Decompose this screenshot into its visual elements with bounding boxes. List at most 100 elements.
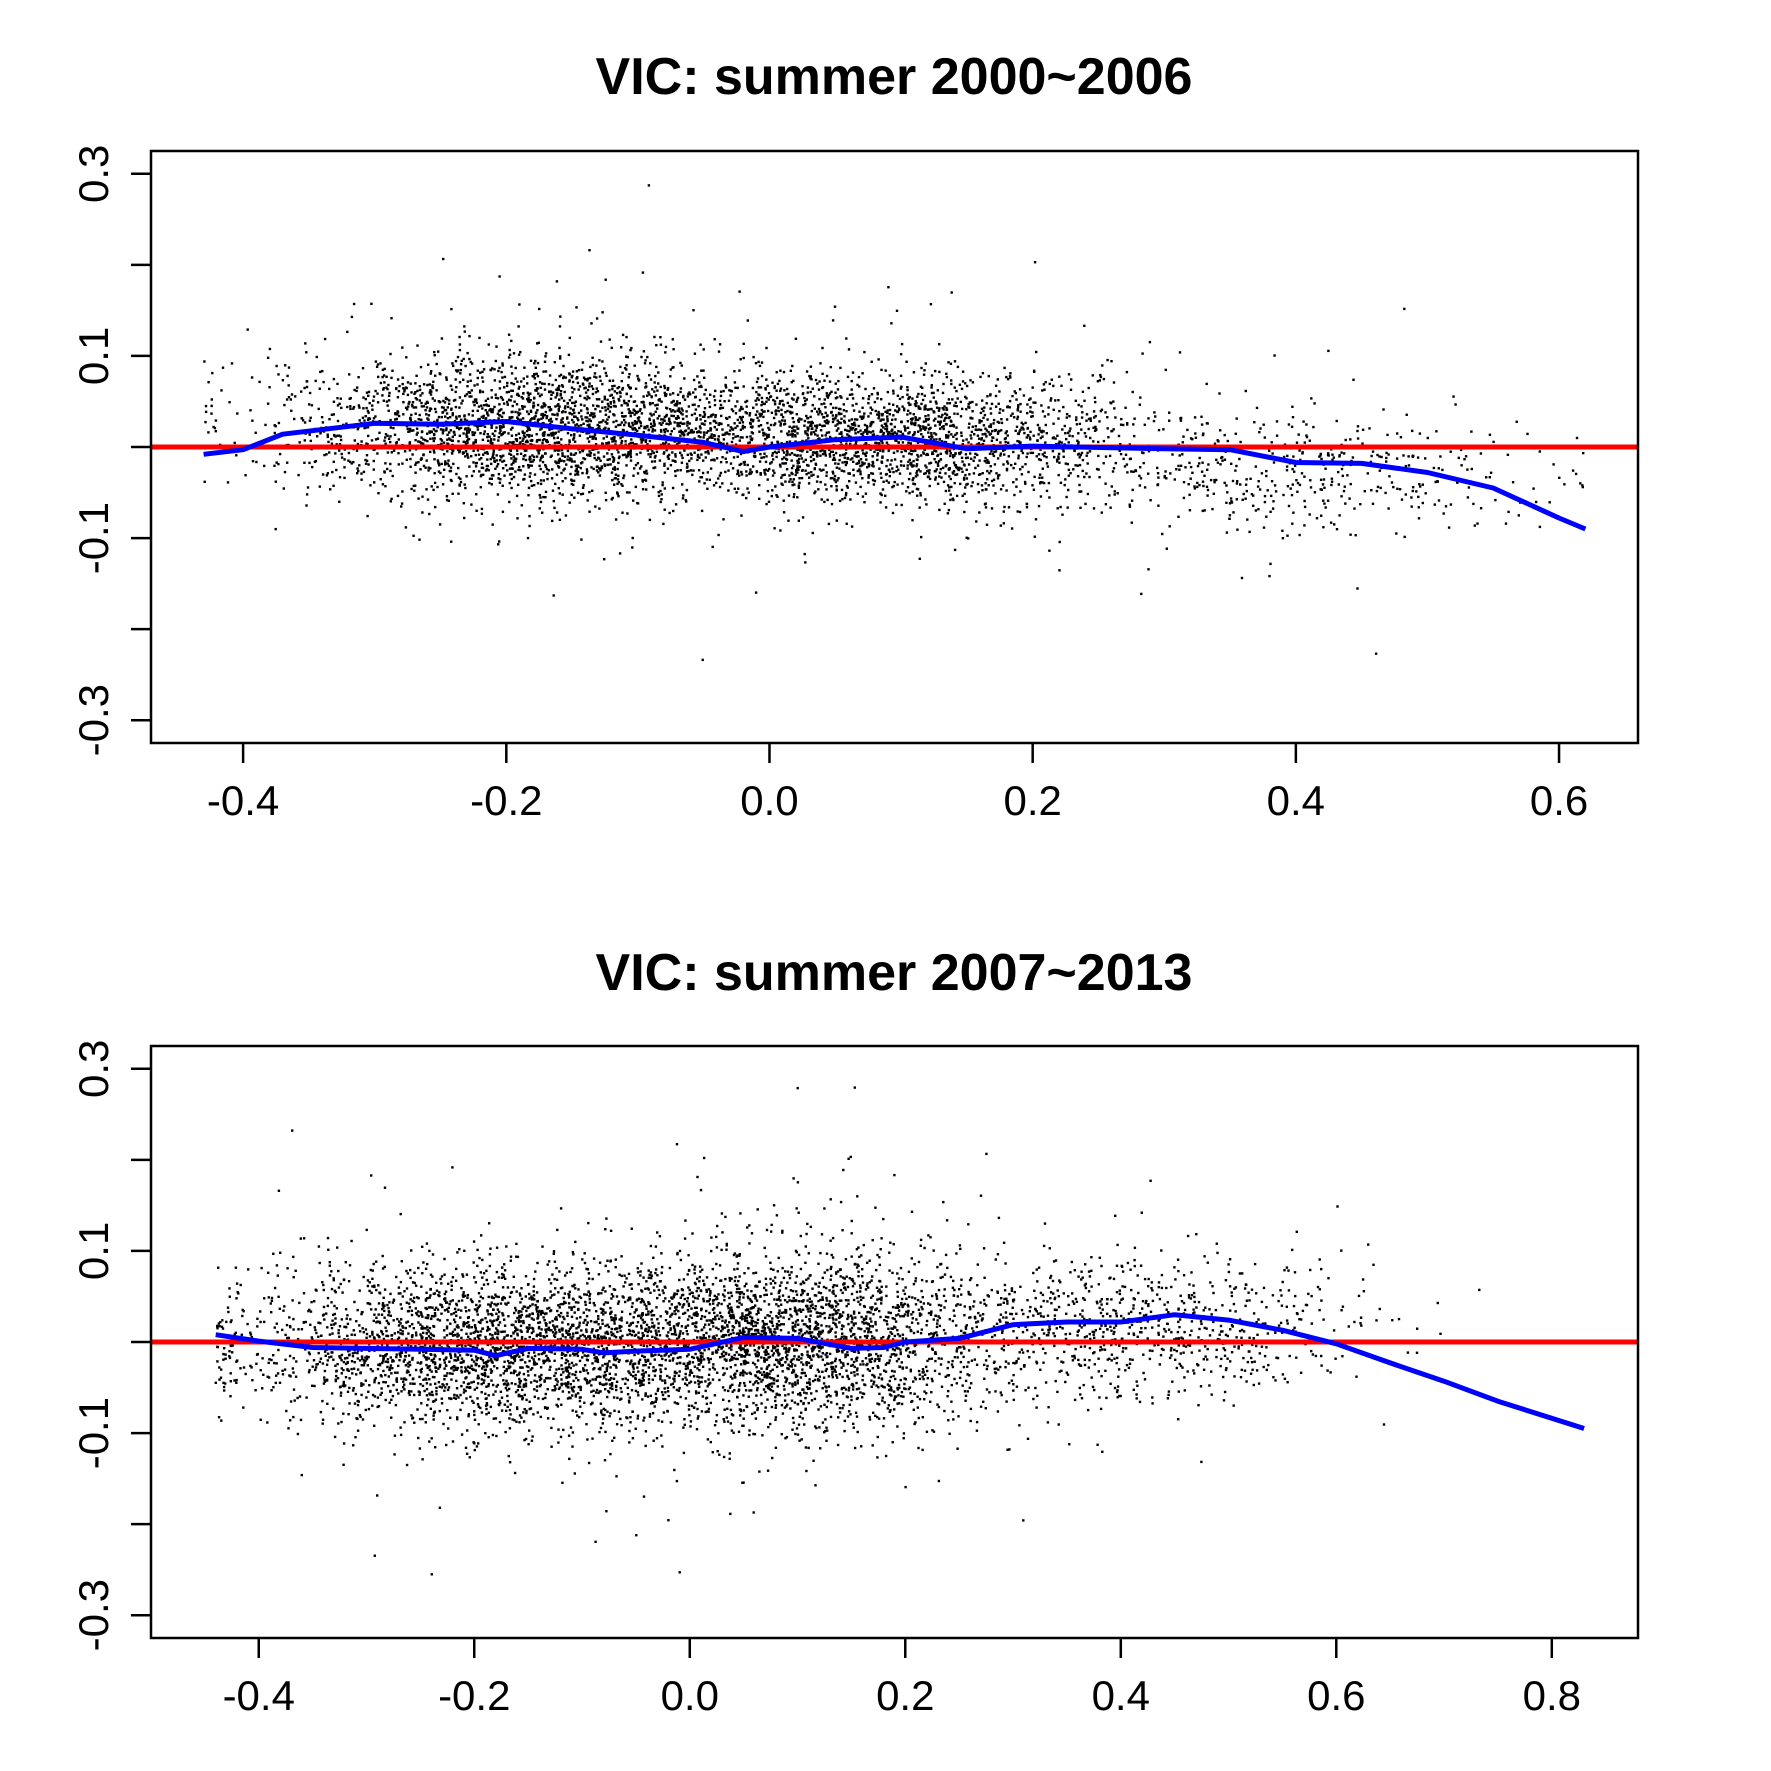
top-scatter-point [965,384,969,388]
top-scatter-point [1368,427,1371,430]
top-scatter-point [613,384,616,388]
top-scatter-point [733,370,736,373]
top-scatter-point [665,422,668,425]
top-scatter-point [992,478,996,481]
top-scatter-point [643,362,647,365]
top-scatter-point [798,481,801,485]
top-scatter-point [548,390,551,394]
top-scatter-point [1412,454,1415,457]
top-scatter-point [686,453,689,456]
top-scatter-point [544,496,547,499]
top-scatter-point [1138,474,1141,478]
top-scatter-point [908,491,911,495]
top-scatter-point [1395,457,1399,460]
top-scatter-point [1223,481,1226,485]
top-scatter-point [940,440,944,443]
top-scatter-point [397,438,400,441]
top-scatter-point [849,498,852,501]
top-scatter-point [527,426,531,430]
top-scatter-point [266,356,270,359]
top-scatter-point [336,382,339,386]
top-scatter-point [736,418,739,422]
top-scatter-point [945,464,948,467]
top-scatter-point [1078,456,1081,459]
top-scatter-point [845,491,848,495]
top-scatter-point [793,453,796,456]
top-scatter-point [1031,386,1034,389]
top-scatter-point [330,437,333,441]
top-scatter-point [925,503,928,506]
top-scatter-point [906,393,909,396]
top-scatter-point [795,398,799,401]
top-scatter-point [1229,497,1233,500]
top-scatter-point [415,433,418,436]
top-scatter-point [1032,401,1035,404]
top-scatter-point [867,476,870,479]
top-scatter-point [786,432,789,435]
top-scatter-point [450,307,453,311]
top-scatter-point [783,389,786,392]
top-scatter-point [771,381,774,384]
top-scatter-point [1295,441,1299,444]
top-scatter-point [297,473,300,477]
top-scatter-point [510,372,514,375]
top-scatter-point [1335,419,1338,423]
top-scatter-point [734,386,737,389]
top-scatter-point [475,398,478,401]
top-scatter-point [837,379,840,383]
top-scatter-point [445,498,449,502]
top-scatter-point [864,429,867,432]
top-scatter-point [1051,437,1055,440]
top-scatter-point [685,462,689,466]
top-scatter-point [491,442,494,445]
top-scatter-point [490,389,493,392]
top-scatter-point [391,369,394,372]
top-scatter-point [412,429,415,432]
top-scatter-point [647,184,651,187]
top-scatter-point [667,419,671,422]
top-scatter-point [816,424,819,427]
top-scatter-point [781,415,785,419]
top-scatter-point [289,398,292,401]
top-scatter-point [457,492,460,495]
top-scatter-point [411,405,414,408]
top-scatter-point [998,429,1001,433]
top-scatter-point [981,442,985,446]
top-scatter-point [1019,428,1022,431]
top-scatter-point [796,462,799,465]
top-scatter-point [894,409,897,412]
top-scatter-point [560,438,563,441]
top-scatter-point [704,451,707,454]
top-scatter-point [978,419,981,422]
top-scatter-point [1403,307,1406,311]
top-scatter-point [1342,489,1346,493]
top-scatter-point [730,482,733,485]
top-scatter-point [954,401,957,404]
top-scatter-point [1083,475,1086,479]
top-scatter-point [414,484,417,487]
top-scatter-point [884,473,888,476]
top-scatter-point [606,402,610,406]
top-scatter-point [641,480,644,483]
top-scatter-point [957,468,961,472]
top-scatter-point [686,421,689,424]
top-scatter-point [1249,477,1252,480]
top-scatter-point [1198,483,1201,487]
top-scatter-point [364,458,367,462]
top-scatter-point [507,356,511,359]
top-scatter-point [804,432,807,435]
top-scatter-point [911,490,914,493]
top-scatter-point [640,412,644,415]
top-scatter-point [915,464,918,468]
top-scatter-point [402,387,405,390]
top-scatter-point [1024,463,1027,466]
top-scatter-point [340,452,343,456]
top-scatter-point [928,435,931,439]
top-scatter-point [613,390,617,393]
top-scatter-point [924,464,927,467]
top-scatter-point [519,452,523,455]
top-scatter-point [874,441,877,445]
top-scatter-point [804,399,807,403]
top-scatter-point [592,404,595,407]
top-scatter-point [1467,486,1471,489]
